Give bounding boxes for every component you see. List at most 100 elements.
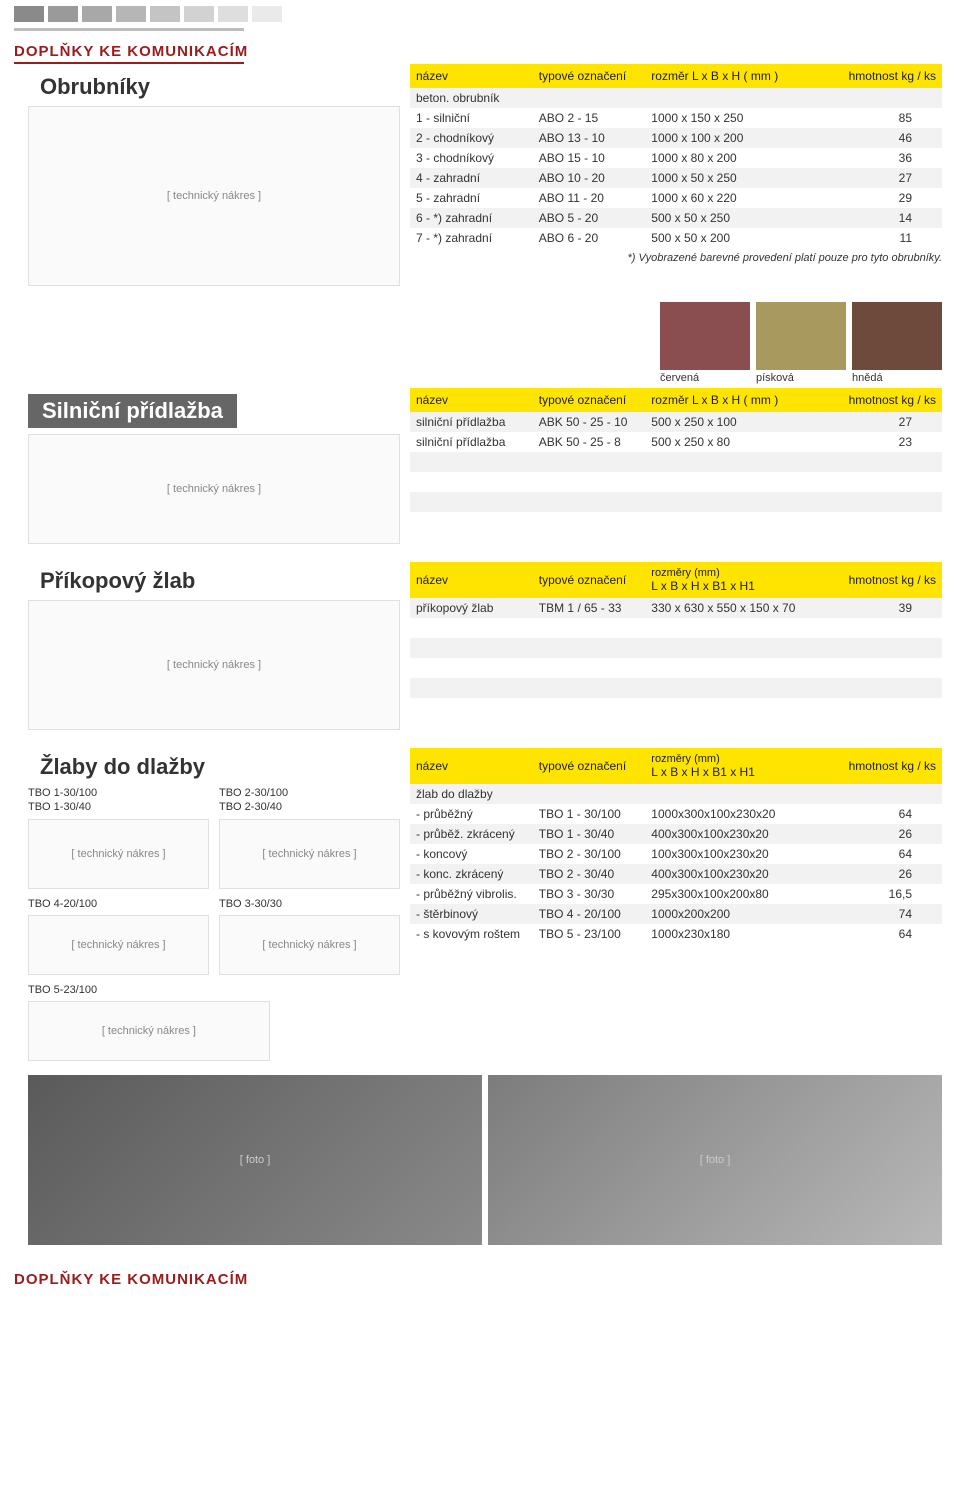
th-dim-lbl: rozměry (mm) xyxy=(651,567,813,579)
table-row: - průběžný TBO 1 - 30/100 1000x300x100x2… xyxy=(410,804,942,824)
td: TBO 4 - 20/100 xyxy=(533,904,646,924)
table-row xyxy=(410,658,942,678)
td: - průběžný vibrolis. xyxy=(410,884,533,904)
td: ABO 15 - 10 xyxy=(533,148,646,168)
td: 26 xyxy=(819,864,942,884)
td: 500 x 50 x 250 xyxy=(645,208,819,228)
diagram-placeholder: [ technický nákres ] xyxy=(102,1025,196,1037)
seg xyxy=(218,6,248,22)
table-row: 2 - chodníkový ABO 13 - 10 1000 x 100 x … xyxy=(410,128,942,148)
td xyxy=(410,618,533,638)
header-decor xyxy=(0,0,960,31)
th-wt: hmotnost kg / ks xyxy=(819,64,942,88)
zlaby-label: TBO 4-20/100 xyxy=(28,897,209,911)
table-head: název typové označení rozměr L x B x H (… xyxy=(410,64,942,88)
td xyxy=(819,452,942,472)
obrubniky-diagram-col: Obrubníky [ technický nákres ] xyxy=(0,64,410,292)
table-head: název typové označení rozměry (mm) L x B… xyxy=(410,748,942,784)
th-dim-val: L x B x H x B1 x H1 xyxy=(651,579,813,593)
table-row: - štěrbinový TBO 4 - 20/100 1000x200x200… xyxy=(410,904,942,924)
td xyxy=(645,678,819,698)
th-name: název xyxy=(410,748,533,784)
td xyxy=(645,492,819,512)
seg xyxy=(82,6,112,22)
obrubniky-note: *) Vyobrazené barevné provedení platí po… xyxy=(410,248,942,272)
td: 295x300x100x200x80 xyxy=(645,884,819,904)
td: 36 xyxy=(819,148,942,168)
table-row xyxy=(410,472,942,492)
td: ABO 6 - 20 xyxy=(533,228,646,248)
table-row: příkopový žlab TBM 1 / 65 - 33 330 x 630… xyxy=(410,598,942,618)
zlaby-diagram: [ technický nákres ] xyxy=(28,915,209,975)
td xyxy=(819,658,942,678)
td: 500 x 50 x 200 xyxy=(645,228,819,248)
obrubniky-table: název typové označení rozměr L x B x H (… xyxy=(410,64,960,292)
td: 7 - *) zahradní xyxy=(410,228,533,248)
td: TBO 3 - 30/30 xyxy=(533,884,646,904)
td: 27 xyxy=(819,412,942,432)
td: 46 xyxy=(819,128,942,148)
td: ABK 50 - 25 - 10 xyxy=(533,412,646,432)
td xyxy=(645,452,819,472)
td: 16,5 xyxy=(819,884,942,904)
td: 1000 x 50 x 250 xyxy=(645,168,819,188)
zlaby-label: TBO 2-30/40 xyxy=(219,800,400,814)
diagram-placeholder: [ technický nákres ] xyxy=(262,939,356,951)
th-name: název xyxy=(410,562,533,598)
td xyxy=(410,452,533,472)
th-dim: rozměry (mm) L x B x H x B1 x H1 xyxy=(645,562,819,598)
diagram-placeholder: [ technický nákres ] xyxy=(167,659,261,671)
td xyxy=(533,88,646,108)
zlaby-diagram-col: Žlaby do dlažby TBO 1-30/100 TBO 1-30/40… xyxy=(0,748,410,1067)
td: TBO 5 - 23/100 xyxy=(533,924,646,944)
td: 1000x230x180 xyxy=(645,924,819,944)
swatch-chip xyxy=(660,302,750,370)
td: 500 x 250 x 80 xyxy=(645,432,819,452)
td: 14 xyxy=(819,208,942,228)
td: 27 xyxy=(819,168,942,188)
td xyxy=(410,472,533,492)
th-dim-lbl: rozměry (mm) xyxy=(651,753,813,765)
th-wt: hmotnost kg / ks xyxy=(819,562,942,598)
td: 400x300x100x230x20 xyxy=(645,864,819,884)
td: 64 xyxy=(819,924,942,944)
diagram-placeholder: [ technický nákres ] xyxy=(167,190,261,202)
obrubniky-title: Obrubníky xyxy=(28,70,400,106)
table-row: silniční přídlažba ABK 50 - 25 - 10 500 … xyxy=(410,412,942,432)
td: ABO 11 - 20 xyxy=(533,188,646,208)
photo-1: [ foto ] xyxy=(28,1075,482,1245)
table-row: žlab do dlažby xyxy=(410,784,942,804)
td: 1000 x 80 x 200 xyxy=(645,148,819,168)
td: - koncový xyxy=(410,844,533,864)
td xyxy=(533,492,646,512)
td: ABO 2 - 15 xyxy=(533,108,646,128)
td: žlab do dlažby xyxy=(410,784,533,804)
photo-2: [ foto ] xyxy=(488,1075,942,1245)
td: - průběž. zkrácený xyxy=(410,824,533,844)
td xyxy=(533,658,646,678)
zlaby-block: Žlaby do dlažby TBO 1-30/100 TBO 1-30/40… xyxy=(0,748,960,1067)
td xyxy=(533,638,646,658)
table-row: 4 - zahradní ABO 10 - 20 1000 x 50 x 250… xyxy=(410,168,942,188)
th-dim-val: L x B x H x B1 x H1 xyxy=(651,765,813,779)
prikop-diagram-col: Příkopový žlab [ technický nákres ] xyxy=(0,562,410,736)
topbar-segments xyxy=(14,6,960,26)
td: 1 - silniční xyxy=(410,108,533,128)
td: 6 - *) zahradní xyxy=(410,208,533,228)
th-name: název xyxy=(410,64,533,88)
th-type: typové označení xyxy=(533,64,646,88)
color-swatches: červená písková hnědá xyxy=(0,292,960,388)
table-row xyxy=(410,638,942,658)
td xyxy=(533,472,646,492)
table-row: silniční přídlažba ABK 50 - 25 - 8 500 x… xyxy=(410,432,942,452)
td xyxy=(410,658,533,678)
td xyxy=(819,638,942,658)
td: - s kovovým roštem xyxy=(410,924,533,944)
td: silniční přídlažba xyxy=(410,432,533,452)
td xyxy=(819,784,942,804)
prikop-diagram: [ technický nákres ] xyxy=(28,600,400,730)
th-wt: hmotnost kg / ks xyxy=(819,748,942,784)
td xyxy=(819,618,942,638)
table-row xyxy=(410,492,942,512)
td: ABO 10 - 20 xyxy=(533,168,646,188)
